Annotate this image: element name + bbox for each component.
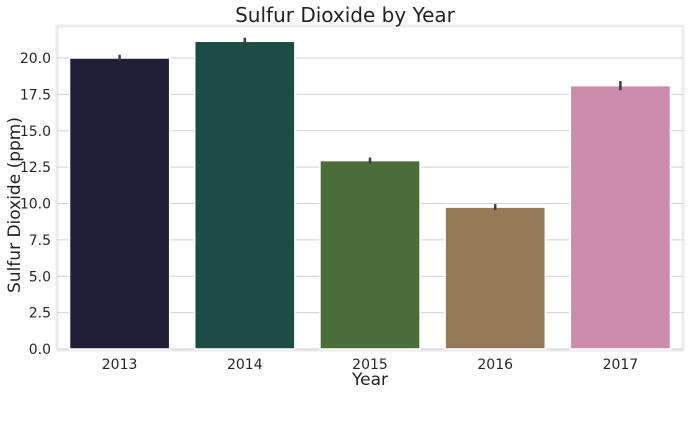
- bar-2016: [444, 206, 547, 350]
- error-bars: [118, 37, 622, 211]
- bar-2013: [68, 57, 171, 350]
- y-axis-label: Sulfur Dioxide (ppm): [5, 117, 25, 293]
- bar-2017: [569, 84, 672, 350]
- x-tick-label: 2015: [352, 357, 388, 373]
- x-tick-label: 2013: [102, 357, 138, 373]
- y-tick-label: 15.0: [20, 124, 51, 140]
- plot-frame: [55, 24, 685, 352]
- y-tick-label: 0.0: [29, 342, 51, 358]
- bar-2014: [193, 40, 296, 350]
- x-tick-label: 2016: [477, 357, 513, 373]
- bar-2015: [319, 159, 421, 350]
- y-tick-labels: 0.0 2.5 5.0 7.5 10.0 12.5 15.0 17.5 20.0: [20, 51, 51, 358]
- chart-title: Sulfur Dioxide by Year: [235, 3, 456, 27]
- x-tick-label: 2014: [227, 357, 263, 373]
- y-tick-label: 12.5: [20, 160, 51, 176]
- y-tick-label: 20.0: [20, 51, 51, 67]
- x-axis-label: Year: [351, 370, 388, 390]
- y-tick-label: 2.5: [29, 306, 51, 322]
- y-tick-label: 17.5: [20, 87, 51, 103]
- x-tick-labels: 2013 2014 2015 2016 2017: [102, 357, 638, 373]
- y-tick-label: 10.0: [20, 197, 51, 213]
- bars: [68, 40, 672, 350]
- x-tick-label: 2017: [603, 357, 639, 373]
- y-tick-label: 7.5: [29, 233, 51, 249]
- y-tick-label: 5.0: [29, 269, 51, 285]
